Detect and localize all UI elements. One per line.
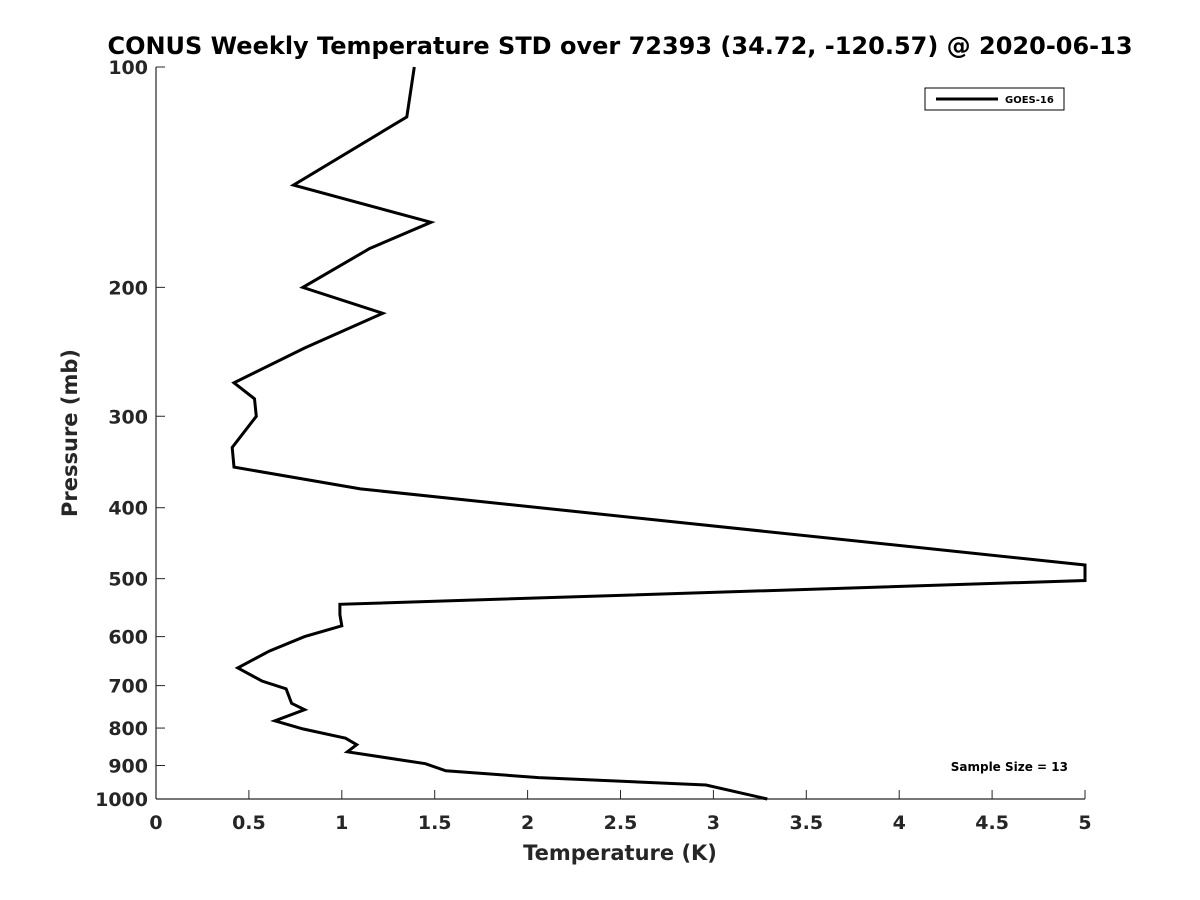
y-tick-label: 900 [108,756,148,778]
y-tick-label: 800 [108,718,148,740]
legend-label-goes-16: GOES-16 [1005,95,1054,106]
y-axis-label: Pressure (mb) [58,349,82,517]
y-ticks: 100 200 300 400 500 600 700 800 900 1000 [95,57,165,811]
y-tick-label: 500 [108,569,148,591]
series-layer [230,66,1087,801]
x-axis-label: Temperature (K) [523,841,717,865]
sample-size-annotation: Sample Size = 13 [951,760,1068,774]
y-tick-label: 600 [108,627,148,649]
x-tick-label: 1 [335,812,348,834]
y-tick-label: 400 [108,498,148,520]
x-tick-label: 3.5 [789,812,823,834]
y-tick-label: 200 [108,277,148,299]
x-tick-label: 0.5 [232,812,266,834]
x-tick-label: 4 [893,812,906,834]
x-ticks: 0 0.5 1 1.5 2 2.5 3 3.5 4 4.5 5 [149,790,1092,834]
x-tick-label: 1.5 [418,812,452,834]
series-line-goes-16 [230,66,1087,801]
y-tick-label: 100 [108,57,148,79]
x-tick-label: 0 [149,812,162,834]
x-tick-label: 3 [707,812,720,834]
x-tick-label: 2 [521,812,534,834]
x-tick-label: 5 [1078,812,1091,834]
y-tick-label: 300 [108,406,148,428]
y-tick-label: 700 [108,676,148,698]
chart-title: CONUS Weekly Temperature STD over 72393 … [107,32,1132,60]
y-tick-label: 1000 [95,789,148,811]
x-tick-label: 4.5 [975,812,1009,834]
legend: GOES-16 [924,87,1065,111]
x-tick-label: 2.5 [604,812,638,834]
